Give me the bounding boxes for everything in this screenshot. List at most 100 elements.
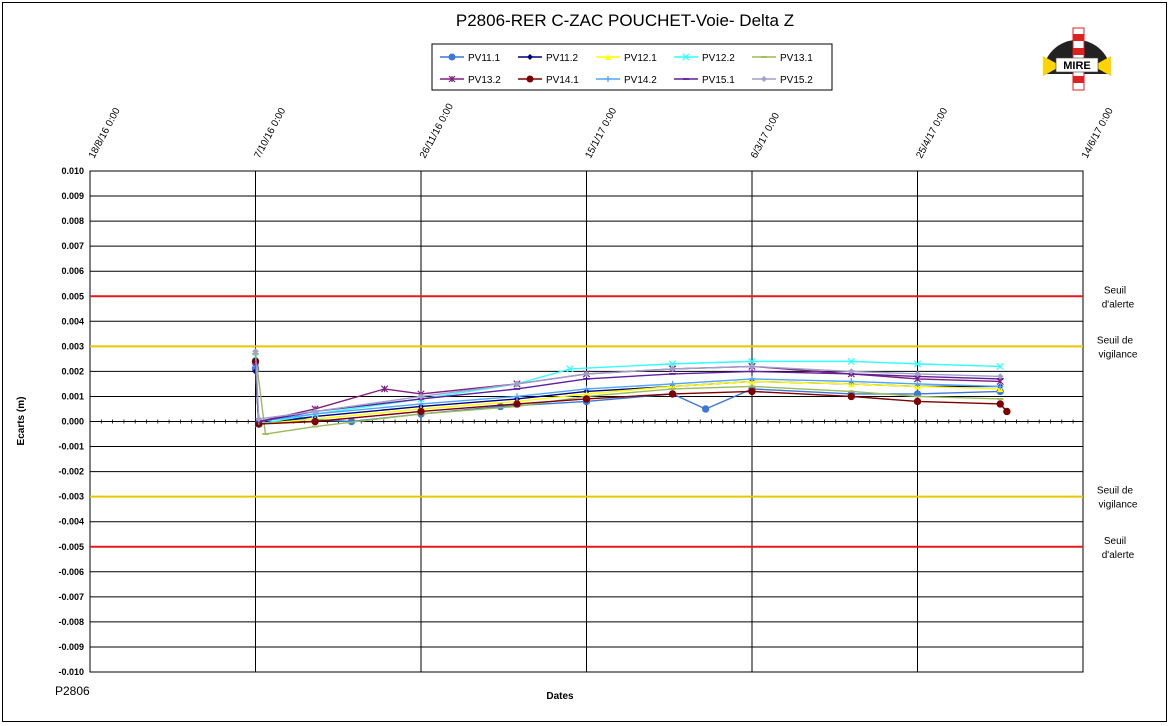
data-point — [380, 385, 389, 393]
x-tick-label: 6/3/17 0:00 — [749, 111, 782, 161]
y-tick-label: 0.008 — [61, 216, 84, 226]
legend-marker — [761, 76, 767, 82]
x-tick-label: 7/10/16 0:00 — [252, 106, 288, 161]
data-point — [847, 357, 855, 366]
legend-entry: PV12.1 — [624, 53, 657, 64]
y-tick-label: 0.005 — [61, 291, 84, 301]
y-tick-label: -0.006 — [58, 567, 84, 577]
legend-marker — [682, 53, 690, 61]
data-point — [417, 400, 425, 408]
legend-entry: PV14.2 — [624, 75, 657, 86]
data-point — [417, 407, 425, 416]
chart-title: P2806-RER C-ZAC POUCHET-Voie- Delta Z — [456, 11, 794, 30]
mire-logo-icon: MIRE — [1043, 27, 1111, 91]
y-tick-label: 0.007 — [61, 241, 84, 251]
data-point — [997, 383, 1004, 390]
y-tick-label: -0.003 — [58, 492, 84, 502]
legend-entry: PV13.1 — [780, 53, 813, 64]
threshold-label: Seuil de — [1097, 335, 1134, 346]
x-axis-label: Dates — [546, 691, 574, 702]
data-point — [748, 387, 756, 396]
data-point — [848, 368, 855, 375]
data-point — [996, 400, 1004, 408]
data-point — [748, 363, 756, 370]
y-tick-label: 0.004 — [61, 316, 84, 326]
threshold-label: d'alerte — [1102, 550, 1135, 561]
data-point — [582, 395, 591, 403]
data-point — [669, 380, 676, 388]
legend-entry: PV11.1 — [468, 53, 500, 64]
y-axis: 0.010 0.009 0.008 0.007 0.006 0.005 0.004 0.003… — [58, 166, 84, 677]
threshold-label: vigilance — [1099, 349, 1138, 360]
legend-marker — [527, 54, 533, 60]
data-point — [669, 365, 676, 373]
legend-marker — [605, 76, 611, 82]
y-tick-label: -0.010 — [58, 667, 84, 677]
legend: PV11.1 PV11.2 PV12.1 PV12.2 PV13.1 PV13.2 PV14… — [431, 43, 833, 91]
legend-marker — [605, 54, 611, 60]
data-point — [513, 393, 521, 400]
x-tick-label: 25/4/17 0:00 — [914, 106, 950, 161]
legend-entry: PV13.2 — [468, 75, 501, 86]
x-tick-label: 26/11/16 0:00 — [418, 102, 456, 161]
threshold-label: Seuil — [1104, 285, 1126, 296]
data-point — [913, 397, 922, 406]
threshold-label: vigilance — [1099, 500, 1138, 511]
data-point — [566, 365, 574, 373]
y-tick-label: 0.000 — [61, 417, 84, 427]
y-tick-label: -0.009 — [58, 642, 84, 652]
x-tick-label: 15/1/17 0:00 — [583, 106, 619, 161]
y-tick-label: 0.003 — [61, 341, 84, 351]
y-tick-label: -0.008 — [58, 617, 84, 627]
x-axis: 18/8/16 0:00 7/10/16 0:00 26/11/16 0:00 15/… — [87, 102, 1116, 161]
legend-entry: PV15.1 — [702, 75, 735, 86]
legend-entry: PV15.2 — [780, 75, 813, 86]
data-point — [748, 375, 756, 383]
threshold-lines: Seuil d'alerte Seuil de vigilance Seuil de vi… — [90, 285, 1138, 561]
footer-code: P2806 — [55, 684, 90, 698]
series-PV15.2 — [252, 348, 1004, 423]
y-tick-label: 0.001 — [61, 391, 84, 401]
data-point — [513, 380, 521, 388]
y-tick-label: -0.007 — [58, 592, 84, 602]
data-point — [913, 360, 922, 368]
threshold-label: Seuil — [1104, 536, 1126, 547]
y-tick-label: 0.006 — [61, 266, 84, 276]
x-tick-label: 18/8/16 0:00 — [87, 106, 123, 161]
data-point — [311, 408, 319, 415]
data-point — [496, 402, 505, 411]
data-point — [914, 370, 921, 378]
data-point — [255, 415, 263, 423]
data-point — [997, 373, 1004, 380]
y-tick-label: 0.009 — [61, 191, 84, 201]
data-point — [847, 392, 855, 401]
series-layer — [251, 348, 1011, 435]
grid-lines — [89, 170, 1084, 673]
data-point — [583, 370, 590, 378]
data-point — [417, 393, 425, 400]
data-point — [996, 362, 1004, 371]
legend-entry: PV11.2 — [546, 53, 578, 64]
legend-marker — [448, 75, 456, 83]
threshold-label: d'alerte — [1102, 299, 1135, 310]
legend-marker — [448, 53, 456, 61]
data-point — [583, 390, 590, 398]
data-point — [252, 348, 259, 355]
threshold-label: Seuil de — [1097, 486, 1134, 497]
x-tick-label: 14/6/17 0:00 — [1080, 106, 1116, 161]
legend-entry: PV14.1 — [546, 75, 579, 86]
y-axis-label: Ecarts (m) — [16, 397, 27, 446]
data-point — [668, 390, 677, 398]
data-point — [583, 385, 590, 393]
logo-text: MIRE — [1063, 60, 1091, 72]
y-tick-label: 0.010 — [61, 166, 84, 176]
series-line — [254, 361, 1008, 425]
data-point — [848, 378, 855, 385]
y-tick-label: -0.005 — [58, 542, 84, 552]
y-tick-label: 0.002 — [61, 366, 84, 376]
y-tick-label: -0.004 — [58, 517, 84, 527]
data-point — [1003, 407, 1011, 416]
data-point — [701, 405, 710, 413]
